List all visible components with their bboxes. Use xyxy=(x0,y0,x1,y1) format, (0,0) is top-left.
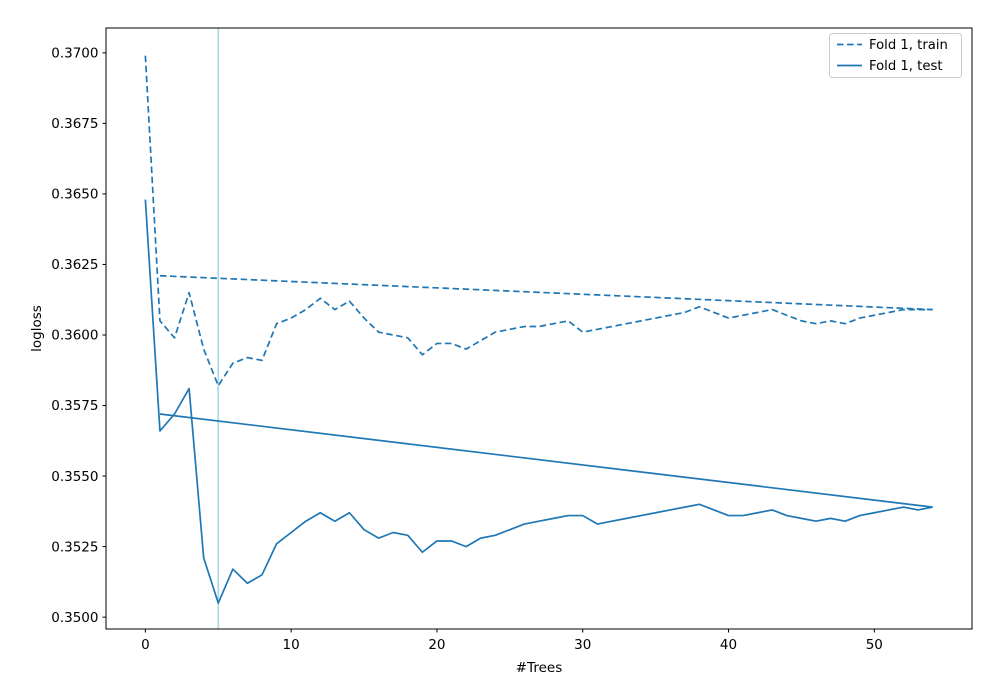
x-tick-label: 50 xyxy=(866,637,883,653)
y-tick-label: 0.3600 xyxy=(51,328,98,344)
x-axis-label: #Trees xyxy=(516,660,562,676)
legend-box xyxy=(829,33,962,78)
legend-label-test: Fold 1, test xyxy=(869,59,943,74)
y-axis-label: logloss xyxy=(29,305,45,352)
x-tick-label: 0 xyxy=(141,637,150,653)
legend-label-train: Fold 1, train xyxy=(869,38,948,53)
y-tick-label: 0.3525 xyxy=(51,539,98,555)
x-tick-label: 10 xyxy=(283,637,300,653)
plot-border xyxy=(105,27,973,630)
x-tick-label: 20 xyxy=(428,637,445,653)
x-tick-label: 40 xyxy=(720,637,737,653)
y-tick-label: 0.3650 xyxy=(51,187,98,203)
train-curve xyxy=(144,55,933,387)
y-tick-label: 0.3500 xyxy=(51,610,98,626)
y-tick-label: 0.3625 xyxy=(51,257,98,273)
y-tick-label: 0.3575 xyxy=(51,398,98,414)
y-tick-label: 0.3675 xyxy=(51,116,98,132)
train-connector-line xyxy=(159,274,933,311)
y-tick-label: 0.3700 xyxy=(51,46,98,62)
test-connector-line xyxy=(159,413,933,508)
plot-area: 0 10 20 30 40 50 0.3500 0.3525 0.3550 0.3575 0.360… xyxy=(51,27,973,653)
test-curve xyxy=(144,199,933,604)
y-tick-label: 0.3550 xyxy=(51,469,98,485)
legend: Fold 1, train Fold 1, test xyxy=(829,33,962,78)
x-tick-label: 30 xyxy=(574,637,591,653)
